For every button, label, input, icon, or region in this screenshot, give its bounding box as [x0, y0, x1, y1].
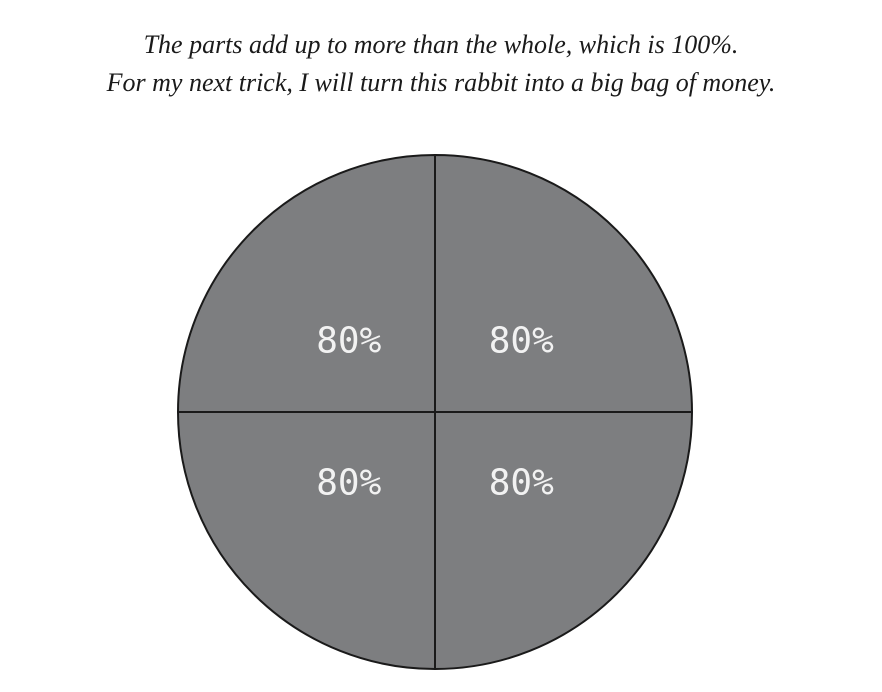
- pie-slice: [176, 411, 436, 671]
- slice-label: 80%: [316, 462, 381, 503]
- pie-slice: [434, 411, 694, 671]
- caption-line-2: For my next trick, I will turn this rabb…: [106, 68, 776, 97]
- slice-label: 80%: [489, 321, 554, 362]
- pie-slice: [176, 153, 436, 413]
- caption-line-1: The parts add up to more than the whole,…: [143, 30, 739, 59]
- chart-caption: The parts add up to more than the whole,…: [0, 26, 882, 102]
- pie-slice: [434, 153, 694, 413]
- slice-label: 80%: [316, 321, 381, 362]
- slice-label: 80%: [489, 462, 554, 503]
